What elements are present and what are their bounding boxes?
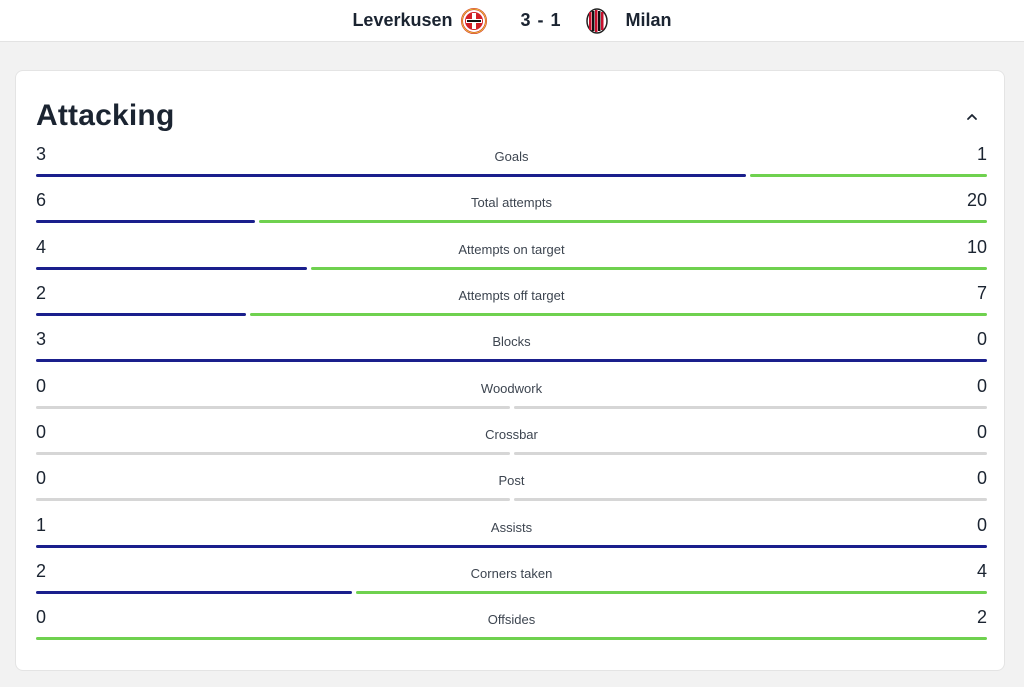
section-title: Attacking <box>36 99 175 132</box>
stat-comparison-bar <box>36 220 987 224</box>
stat-row: 0 Woodwork 0 <box>36 371 987 417</box>
away-stat-value: 0 <box>976 514 987 535</box>
away-stat-value: 0 <box>976 422 987 443</box>
milan-crest-icon <box>585 7 612 34</box>
home-team-name: Leverkusen <box>352 10 453 30</box>
away-stat-value: 0 <box>976 468 987 489</box>
home-bar-segment <box>36 544 987 548</box>
stat-label: Blocks <box>492 334 531 350</box>
home-stat-value: 2 <box>36 561 47 582</box>
stat-comparison-bar <box>36 637 987 641</box>
stat-label: Corners taken <box>470 566 553 582</box>
home-bar-segment <box>36 498 510 502</box>
home-stat-value: 0 <box>36 422 47 443</box>
stat-comparison-bar <box>36 405 987 409</box>
stat-label: Post <box>498 473 525 489</box>
home-bar-segment <box>36 266 307 270</box>
away-team-name: Milan <box>625 10 672 30</box>
home-bar-segment <box>36 405 510 409</box>
stat-label: Goals <box>494 149 529 164</box>
away-stat-value: 0 <box>976 375 987 396</box>
stat-label: Assists <box>490 519 533 535</box>
home-stat-value: 4 <box>36 236 47 257</box>
stat-label: Attempts off target <box>458 288 565 304</box>
attacking-stats-card: Attacking 3 Goals 1 6 Total attempts 20 4 Attem… <box>15 70 1005 671</box>
stat-label: Crossbar <box>485 427 538 443</box>
home-stat-value: 0 <box>36 375 47 396</box>
home-bar-segment <box>36 452 510 456</box>
home-bar-segment <box>36 174 747 177</box>
stat-label: Offsides <box>487 612 536 628</box>
away-bar-segment <box>36 637 987 641</box>
stat-row: 2 Attempts off target 7 <box>36 278 987 324</box>
stat-comparison-bar <box>36 359 987 363</box>
away-bar-segment <box>513 498 987 502</box>
stats-list: 3 Goals 1 6 Total attempts 20 4 Attempts on tar… <box>36 139 987 649</box>
stat-label: Total attempts <box>471 195 552 211</box>
stat-comparison-bar <box>36 174 987 177</box>
stat-comparison-bar <box>36 544 987 548</box>
stat-comparison-bar <box>36 266 987 270</box>
away-bar-segment <box>250 313 987 317</box>
home-stat-value: 6 <box>36 190 47 211</box>
section-header: Attacking <box>36 99 984 139</box>
match-header: Leverkusen 3 - 1 Milan <box>0 0 1024 42</box>
stat-row: 1 Assists 0 <box>36 510 987 556</box>
stat-row: 2 Corners taken 4 <box>36 556 987 602</box>
stat-row: 3 Goals 1 <box>36 139 987 185</box>
stat-comparison-bar <box>36 452 987 456</box>
stat-row: 0 Offsides 2 <box>36 602 987 648</box>
away-stat-value: 0 <box>976 329 987 350</box>
away-stat-value: 2 <box>976 607 987 628</box>
collapse-button[interactable] <box>960 105 984 129</box>
home-stat-value: 3 <box>36 329 47 350</box>
away-bar-segment <box>513 452 987 456</box>
stat-row: 6 Total attempts 20 <box>36 185 987 231</box>
away-bar-segment <box>355 591 987 595</box>
away-bar-segment <box>513 405 987 409</box>
home-bar-segment <box>36 313 247 317</box>
stat-row: 4 Attempts on target 10 <box>36 232 987 278</box>
home-bar-segment <box>36 220 255 224</box>
away-bar-segment <box>258 220 987 224</box>
away-stat-value: 7 <box>976 283 987 304</box>
stat-row: 3 Blocks 0 <box>36 324 987 370</box>
home-stat-value: 0 <box>36 607 47 628</box>
leverkusen-crest-icon <box>460 7 487 34</box>
stat-label: Attempts on target <box>458 241 565 257</box>
away-stat-value: 4 <box>976 561 987 582</box>
away-stat-value: 20 <box>966 190 987 211</box>
stat-comparison-bar <box>36 313 987 317</box>
home-bar-segment <box>36 359 987 363</box>
stat-comparison-bar <box>36 498 987 502</box>
away-bar-segment <box>310 266 987 270</box>
away-stat-value: 1 <box>976 144 987 164</box>
stat-row: 0 Crossbar 0 <box>36 417 987 463</box>
chevron-up-icon <box>967 114 977 120</box>
home-stat-value: 3 <box>36 144 47 164</box>
stat-comparison-bar <box>36 591 987 595</box>
stat-label: Woodwork <box>480 380 543 396</box>
home-stat-value: 2 <box>36 283 47 304</box>
home-stat-value: 1 <box>36 514 47 535</box>
home-stat-value: 0 <box>36 468 47 489</box>
match-score: 3 - 1 <box>520 10 562 30</box>
home-bar-segment <box>36 591 352 595</box>
away-bar-segment <box>750 174 987 177</box>
away-stat-value: 10 <box>966 236 987 257</box>
match-summary: Leverkusen 3 - 1 Milan <box>0 0 1024 41</box>
stat-row: 0 Post 0 <box>36 463 987 509</box>
